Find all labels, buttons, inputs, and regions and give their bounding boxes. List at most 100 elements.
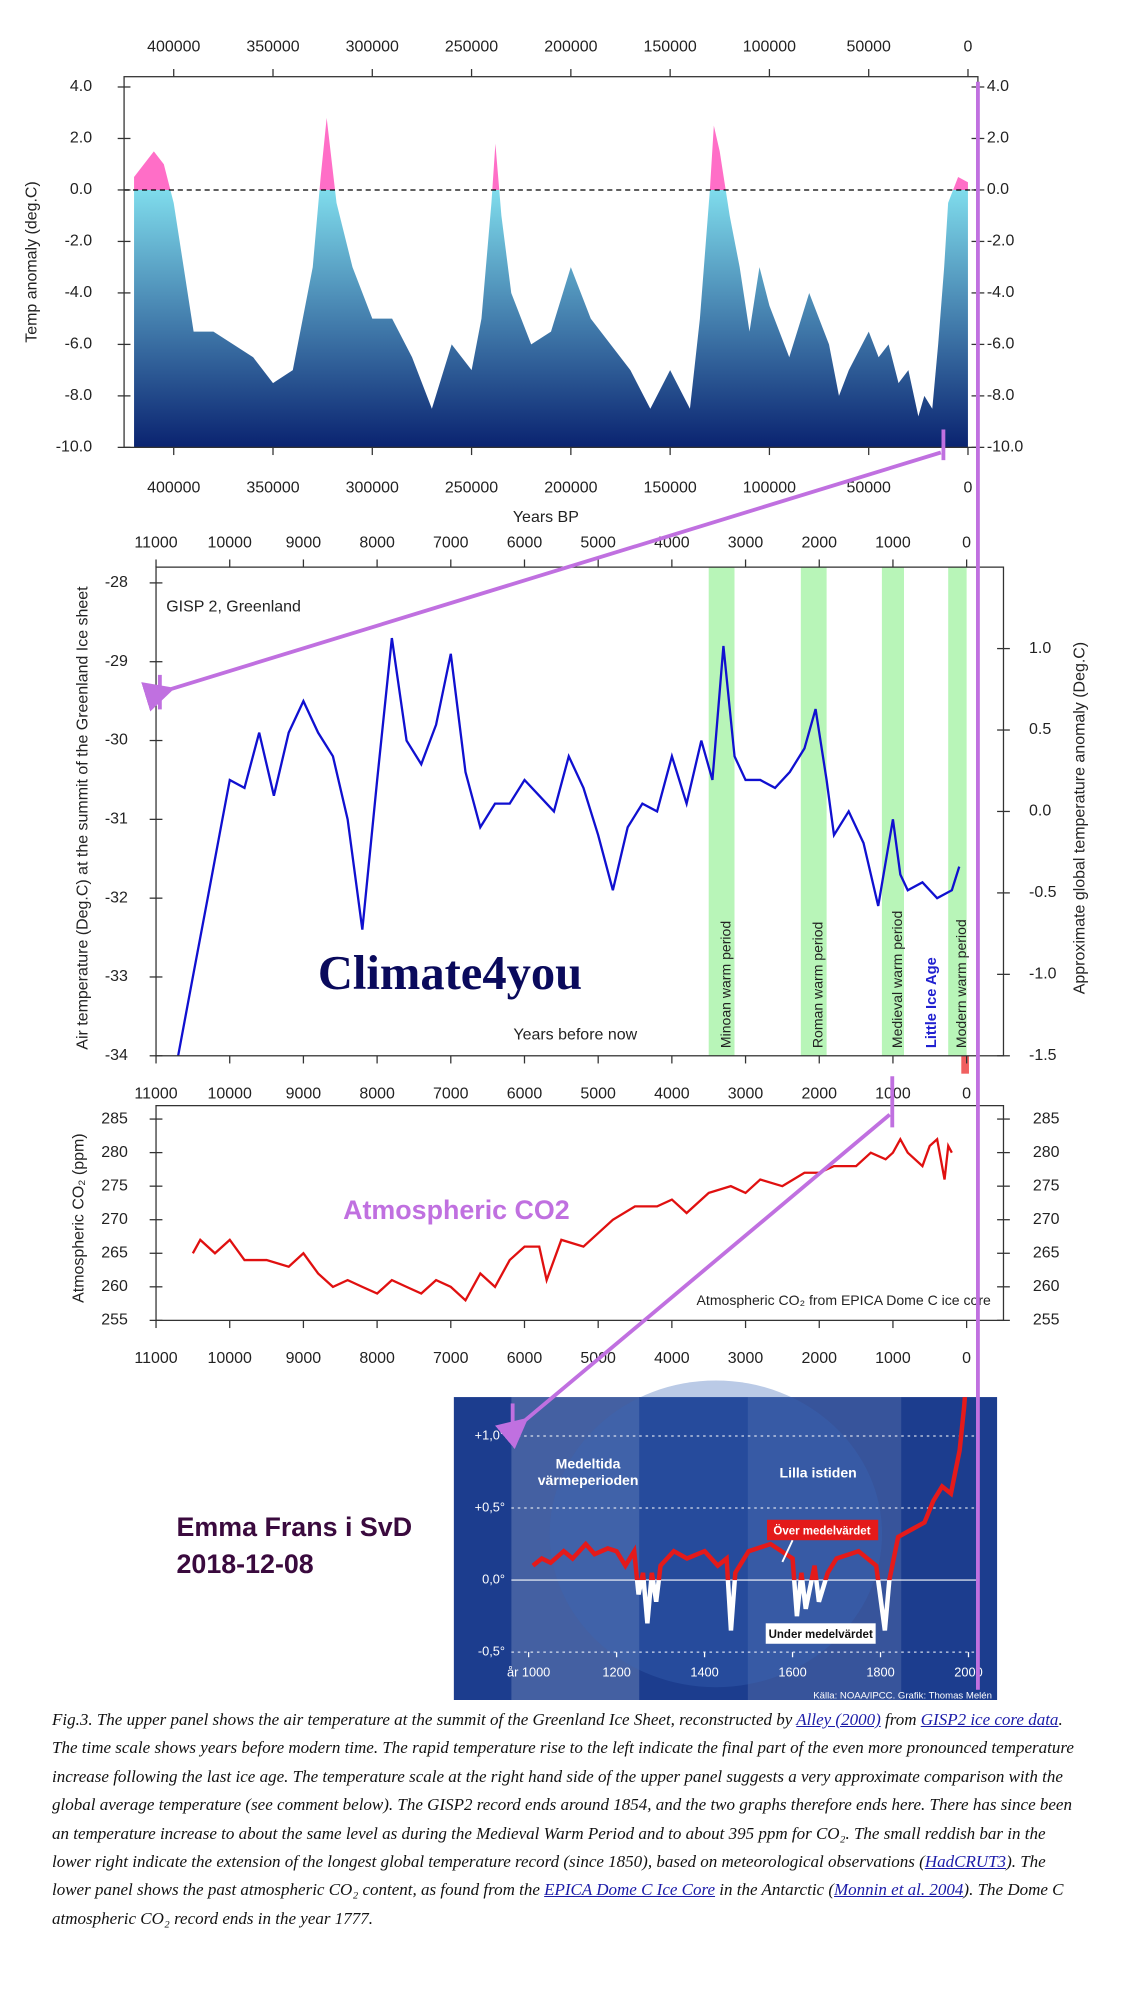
y-tick-label: 255 xyxy=(1033,1312,1060,1329)
y-tick-label: 285 xyxy=(1033,1110,1060,1127)
x-tick-label: 2000 xyxy=(801,534,837,551)
x-tick-label: 4000 xyxy=(654,1085,690,1102)
x-tick-label: 10000 xyxy=(208,1350,253,1367)
x-tick-label: 0 xyxy=(962,1085,971,1102)
y2-tick-label: -1.5 xyxy=(1029,1047,1057,1064)
y-tick-label: -34 xyxy=(105,1047,128,1064)
y-axis-label: Air temperature (Deg.C) at the summit of… xyxy=(74,586,91,1050)
x-tick-label: 200000 xyxy=(544,479,597,496)
caption-link[interactable]: Monnin et al. 2004 xyxy=(834,1880,964,1900)
caption-text: Fig.3. The upper panel shows the air tem… xyxy=(52,1710,797,1729)
x-tick-label: 1400 xyxy=(690,1665,718,1680)
x-tick-label: 3000 xyxy=(728,534,764,551)
y-tick-label: 2.0 xyxy=(987,130,1009,147)
caption-link[interactable]: GISP2 ice core data xyxy=(920,1710,1059,1729)
y2-tick-label: 0.5 xyxy=(1029,721,1051,738)
period-band xyxy=(800,567,827,1056)
x-tick-label: 100000 xyxy=(743,39,796,56)
y-axis-label: Atmospheric CO₂ (ppm) xyxy=(71,1133,88,1302)
x-tick-label: 150000 xyxy=(643,479,696,496)
x-axis-label: Years before now xyxy=(513,1027,637,1044)
x-tick-label: 200000 xyxy=(544,39,597,56)
x-axis-label: Years BP xyxy=(513,509,579,526)
y-tick-label: -4.0 xyxy=(65,284,93,301)
x-tick-label: 0 xyxy=(964,479,973,496)
x-tick-label: 50000 xyxy=(846,479,891,496)
y2-tick-label: 0.0 xyxy=(1029,803,1051,820)
y-axis-label: Temp anomaly (deg.C) xyxy=(23,181,40,343)
annotation: Över medelvärdet xyxy=(773,1524,870,1537)
line xyxy=(531,1397,968,1581)
label-box xyxy=(765,1623,876,1644)
x-tick-label: 250000 xyxy=(445,479,498,496)
x-tick-label: 350000 xyxy=(246,39,299,56)
period-label: Little Ice Age xyxy=(924,957,940,1048)
x-tick-label: 50000 xyxy=(846,39,891,56)
y-tick-label: +1,0° xyxy=(475,1427,505,1442)
x-tick-label: 7000 xyxy=(433,1085,469,1102)
x-tick-label: 3000 xyxy=(728,1085,764,1102)
credit: 2018-12-08 xyxy=(176,1549,313,1579)
x-tick-label: 11000 xyxy=(134,1085,177,1102)
y-tick-label: 260 xyxy=(1033,1278,1060,1295)
source: Källa: NOAA/IPCC. Grafik: Thomas Melén xyxy=(813,1691,992,1700)
x-tick-label: 6000 xyxy=(507,534,543,551)
x-tick-label: 6000 xyxy=(507,1350,543,1367)
caption-text: in the Antarctic ( xyxy=(715,1880,835,1900)
y-tick-label: 275 xyxy=(1033,1177,1060,1194)
plot-frame xyxy=(155,1105,1005,1322)
x-tick-label: 2000 xyxy=(801,1085,837,1102)
y-tick-label: 255 xyxy=(101,1312,128,1329)
caption-text: from xyxy=(880,1710,921,1729)
y-tick-label: 280 xyxy=(101,1144,128,1161)
period-label: Medieval warm period xyxy=(889,911,905,1048)
y-tick-label: -8.0 xyxy=(987,387,1015,404)
x-tick-label: 10000 xyxy=(208,534,253,551)
x-tick-label: 400000 xyxy=(147,39,200,56)
y-tick-label: -29 xyxy=(105,653,128,670)
x-tick-label: 10000 xyxy=(208,1085,253,1102)
x-tick-label: 1800 xyxy=(866,1665,894,1680)
x-tick-label: 0 xyxy=(962,1350,971,1367)
annotation: Lilla istiden xyxy=(779,1464,856,1480)
zoom-arrows xyxy=(141,81,980,1690)
x-tick-label: 1000 xyxy=(875,1350,911,1367)
y-tick-label: -30 xyxy=(105,732,128,749)
caption-link[interactable]: EPICA Dome C Ice Core xyxy=(544,1880,716,1900)
y-tick-label: -32 xyxy=(105,889,128,906)
y-tick-label: 0,0° xyxy=(482,1571,505,1586)
x-tick-label: 300000 xyxy=(346,479,399,496)
y-tick-label: -28 xyxy=(105,574,128,591)
y-tick-label: 265 xyxy=(101,1244,128,1261)
y-tick-label: 0.0 xyxy=(987,181,1009,198)
x-tick-label: 1000 xyxy=(875,534,911,551)
x-tick-label: 9000 xyxy=(286,1350,322,1367)
period-label: Minoan warm period xyxy=(717,921,733,1048)
y-tick-label: -6.0 xyxy=(987,336,1015,353)
period-label: Modern warm period xyxy=(953,919,969,1048)
chart: 255 255 260 260 265 265 270 270 275 275 280 280 285 2… xyxy=(101,1105,1060,1367)
y-tick-label: +0,5° xyxy=(475,1499,505,1514)
x-tick-label: 3000 xyxy=(728,1350,764,1367)
chart: 4.0 4.0 2.0 2.0 0.0 0.0 -2.0 -2.0 -4.0 -4.0 -6.0 -6… xyxy=(56,39,1024,497)
x-tick-label: år 1000 xyxy=(507,1665,550,1680)
caption-link[interactable]: Alley (2000) xyxy=(796,1710,881,1729)
figure: 4.0 4.0 2.0 2.0 0.0 0.0 -2.0 -2.0 -4.0 -4.0 -6.0 -6… xyxy=(23,39,1088,1703)
y-tick-label: 4.0 xyxy=(70,78,92,95)
y-tick-label: -10.0 xyxy=(987,439,1024,456)
hadcrut-bar xyxy=(961,1055,969,1074)
x-tick-label: 11000 xyxy=(134,1350,177,1367)
x-tick-label: 250000 xyxy=(445,39,498,56)
y-tick-label: 4.0 xyxy=(987,78,1009,95)
overlay: GISP 2, Greenland Years before now Clima… xyxy=(23,81,1088,1702)
x-tick-label: 4000 xyxy=(654,1350,690,1367)
y-tick-label: 2.0 xyxy=(70,130,92,147)
caption-link[interactable]: HadCRUT3 xyxy=(924,1852,1007,1872)
x-tick-label: 300000 xyxy=(346,39,399,56)
y-tick-label: -4.0 xyxy=(987,284,1015,301)
period-band xyxy=(708,567,735,1056)
period-band xyxy=(881,567,904,1056)
period-band xyxy=(948,567,967,1056)
caption-text: . The time scale shows years before mode… xyxy=(52,1710,1074,1872)
x-tick-label: 6000 xyxy=(507,1085,543,1102)
